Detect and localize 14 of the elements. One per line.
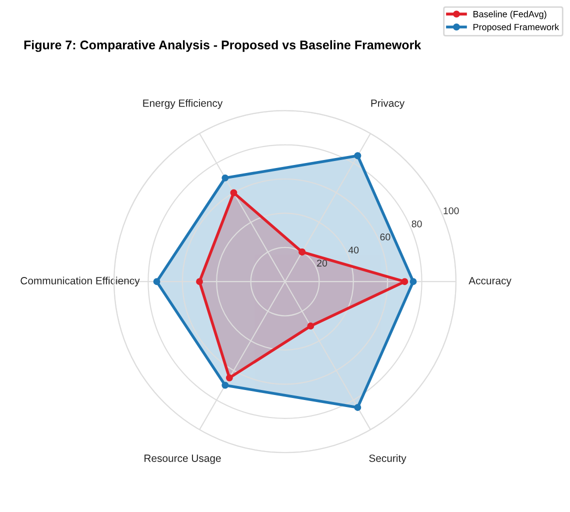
legend-label: Baseline (FedAvg) (473, 10, 546, 20)
y-tick-label: 40 (348, 246, 359, 254)
spoke-label: Energy Efficiency (143, 99, 223, 109)
spoke-label: Communication Efficiency (20, 276, 140, 286)
y-tick-label: 20 (317, 260, 328, 267)
y-tick-label: 60 (380, 234, 390, 240)
spoke-label: Resource Usage (144, 454, 221, 464)
y-tick-label: 80 (412, 220, 422, 228)
text: Figure 7: Comparative Analysis - Proposed vs Baseline Framework (24, 40, 422, 52)
spoke-label: Privacy (371, 99, 405, 109)
y-tick-label: 100 (444, 207, 459, 214)
spoke-label: Security (369, 454, 406, 464)
spoke-label: Accuracy (468, 277, 512, 286)
legend-label: Proposed Framework (473, 24, 560, 32)
